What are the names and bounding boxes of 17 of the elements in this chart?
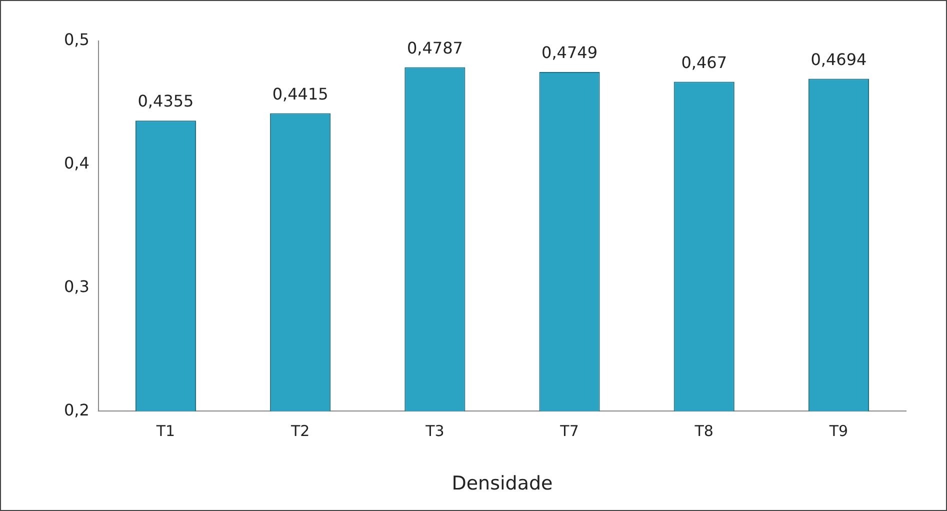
x-tick-label: T9 <box>828 422 848 440</box>
y-tick-label: 0,3 <box>64 276 90 296</box>
data-label: 0,4694 <box>810 50 867 69</box>
data-label: 0,4355 <box>138 92 194 111</box>
y-tick-label: 0,4 <box>64 154 90 173</box>
x-tick-label: T1 <box>155 422 176 440</box>
y-tick-label: 0,5 <box>64 30 90 50</box>
data-label: 0,467 <box>681 52 728 72</box>
data-label: 0,4749 <box>542 43 598 62</box>
x-tick-label: T2 <box>290 422 310 440</box>
data-label: 0,4787 <box>406 38 463 58</box>
y-tick-label: 0,2 <box>64 400 90 420</box>
data-label: 0,4415 <box>272 84 328 104</box>
x-tick-label: T7 <box>559 422 579 440</box>
x-tick-label: T8 <box>694 422 714 440</box>
x-tick-label: T3 <box>424 422 444 440</box>
x-axis-title: Densidade <box>452 472 553 495</box>
